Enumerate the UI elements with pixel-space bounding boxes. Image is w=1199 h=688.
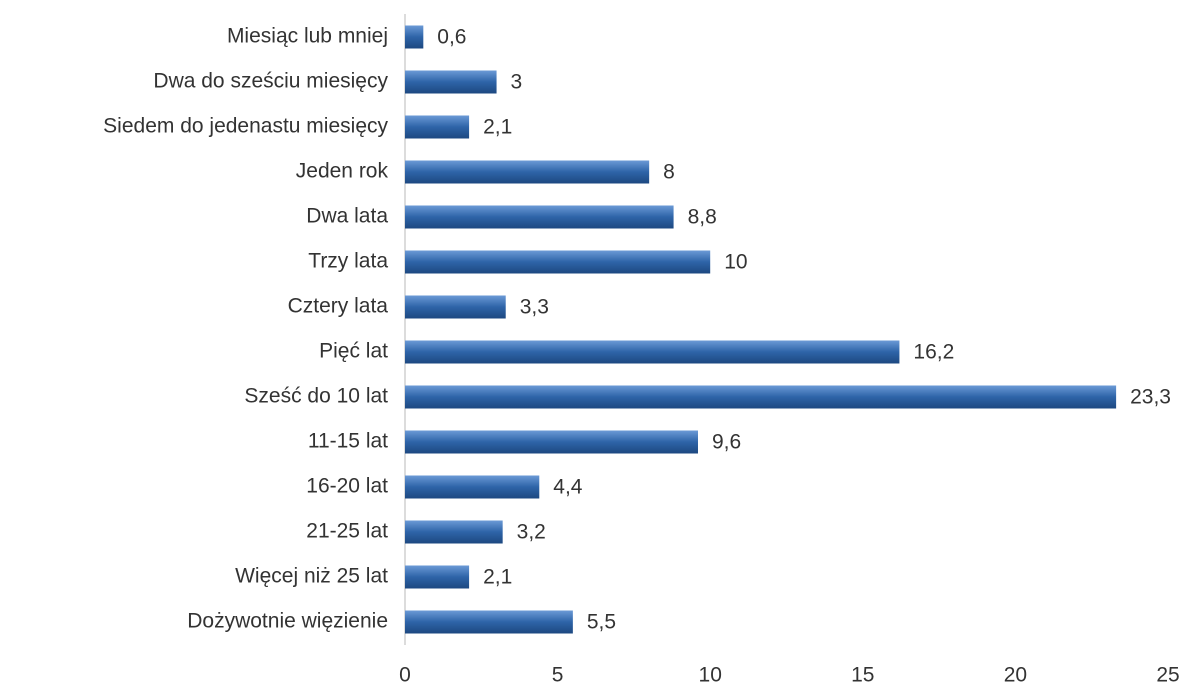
value-label: 3,2 — [517, 521, 546, 544]
bar — [405, 70, 497, 94]
x-tick-label: 20 — [1004, 664, 1027, 687]
y-tick-label: Trzy lata — [308, 250, 388, 273]
y-tick-label: Miesiąc lub mniej — [227, 25, 388, 48]
value-label: 8,8 — [688, 206, 717, 229]
bar — [405, 385, 1117, 409]
y-tick-label: 16-20 lat — [306, 475, 388, 498]
bar — [405, 520, 503, 544]
bar — [405, 115, 470, 139]
bar — [405, 610, 573, 634]
bar — [405, 250, 711, 274]
y-tick-label: Sześć do 10 lat — [244, 385, 388, 408]
y-tick-label: 11-15 lat — [308, 430, 388, 453]
value-label: 2,1 — [483, 566, 512, 589]
value-label: 4,4 — [553, 476, 583, 499]
y-tick-label: Więcej niż 25 lat — [235, 565, 388, 588]
bar — [405, 25, 424, 49]
bar — [405, 565, 470, 589]
value-label: 8 — [663, 161, 675, 184]
bar — [405, 160, 650, 184]
x-tick-label: 15 — [851, 664, 874, 687]
value-label: 23,3 — [1130, 386, 1171, 409]
value-label: 9,6 — [712, 431, 741, 454]
x-tick-label: 25 — [1156, 664, 1179, 687]
y-tick-label: Dwa lata — [306, 205, 388, 228]
value-label: 0,6 — [437, 26, 466, 49]
value-label: 10 — [724, 251, 747, 274]
value-label: 3 — [511, 71, 523, 94]
y-tick-label: Dożywotnie więzienie — [187, 610, 388, 633]
y-tick-label: Pięć lat — [319, 340, 388, 363]
y-tick-label: Siedem do jedenastu miesięcy — [103, 115, 388, 138]
bar — [405, 475, 540, 499]
x-tick-label: 0 — [399, 664, 411, 687]
value-label: 2,1 — [483, 116, 512, 139]
x-tick-label: 5 — [552, 664, 564, 687]
y-tick-label: Cztery lata — [288, 295, 389, 318]
x-tick-label: 10 — [699, 664, 722, 687]
bar — [405, 340, 900, 364]
y-tick-label: Jeden rok — [296, 160, 389, 183]
bar — [405, 430, 698, 454]
y-tick-label: Dwa do sześciu miesięcy — [153, 70, 388, 93]
bar — [405, 295, 506, 319]
value-label: 16,2 — [913, 341, 954, 364]
value-label: 3,3 — [520, 296, 549, 319]
value-label: 5,5 — [587, 611, 616, 634]
y-tick-label: 21-25 lat — [306, 520, 388, 543]
bar — [405, 205, 674, 229]
